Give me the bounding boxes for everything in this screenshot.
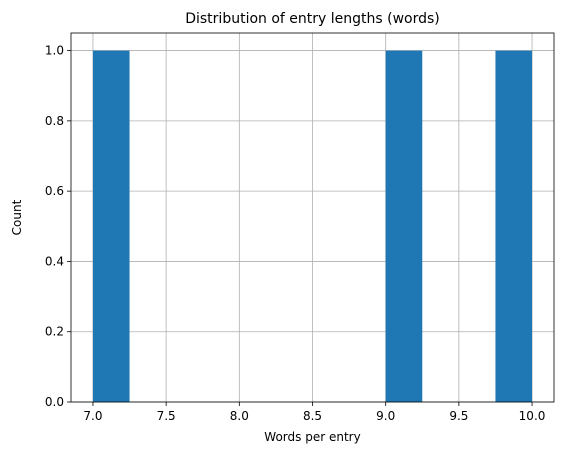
y-tick-label-3: 0.6: [45, 184, 64, 198]
x-tick-label-5: 9.5: [449, 409, 468, 423]
x-tick-label-2: 8.0: [230, 409, 249, 423]
x-axis-label: Words per entry: [264, 430, 360, 444]
histogram-bar-8: [385, 50, 423, 402]
histogram-bars: [92, 50, 533, 402]
histogram-bar-0: [92, 50, 130, 402]
x-axis-ticks: 7.0 7.5 8.0 8.5 9.0 9.5 10.0: [83, 402, 545, 423]
y-tick-label-1: 0.2: [45, 325, 64, 339]
x-tick-label-3: 8.5: [303, 409, 322, 423]
y-axis-label: Count: [10, 199, 24, 235]
y-axis-ticks: 0.0 0.2 0.4 0.6 0.8 1.0: [45, 44, 71, 409]
x-tick-label-0: 7.0: [83, 409, 102, 423]
x-tick-label-6: 10.0: [519, 409, 546, 423]
grid-lines: [71, 33, 554, 403]
y-tick-label-5: 1.0: [45, 44, 64, 58]
chart-title: Distribution of entry lengths (words): [185, 11, 440, 27]
x-tick-label-1: 7.5: [157, 409, 176, 423]
histogram-bar-11: [495, 50, 533, 402]
y-tick-label-0: 0.0: [45, 395, 64, 409]
x-tick-label-4: 9.0: [376, 409, 395, 423]
y-tick-label-2: 0.4: [45, 254, 64, 268]
y-tick-label-4: 0.8: [45, 114, 64, 128]
